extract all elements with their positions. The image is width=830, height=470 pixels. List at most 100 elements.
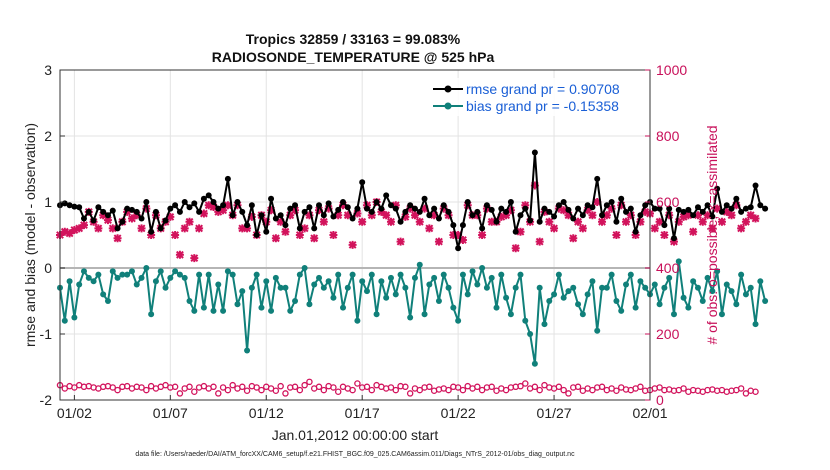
point-possible	[253, 384, 260, 391]
point-rmse	[325, 200, 332, 207]
point-rmse	[272, 215, 279, 222]
point-rmse	[80, 215, 87, 222]
point-assimilated	[406, 204, 415, 213]
point-assimilated	[631, 231, 640, 239]
point-rmse	[685, 206, 692, 213]
point-assimilated	[310, 234, 319, 243]
point-possible	[474, 383, 481, 391]
point-rmse	[320, 212, 327, 219]
x-tick-label: 01/27	[537, 405, 572, 421]
point-assimilated	[583, 206, 592, 215]
point-bias	[172, 268, 179, 275]
point-rmse	[349, 215, 356, 222]
point-rmse	[579, 212, 586, 219]
point-assimilated	[578, 224, 587, 233]
point-bias	[220, 307, 227, 314]
plot-frame	[59, 69, 651, 401]
point-rmse	[541, 205, 548, 212]
point-bias	[71, 314, 78, 321]
point-bias	[378, 278, 385, 285]
point-possible	[330, 384, 337, 391]
point-bias	[450, 304, 457, 311]
point-assimilated	[233, 201, 242, 210]
point-bias	[363, 288, 370, 295]
point-bias	[311, 281, 318, 288]
point-rmse	[196, 208, 203, 215]
point-rmse	[464, 199, 471, 205]
point-bias	[517, 271, 524, 278]
series-possible	[56, 378, 759, 397]
point-rmse	[738, 208, 745, 215]
right-tick-label: 400	[656, 260, 680, 276]
point-rmse	[114, 225, 121, 232]
point-bias	[738, 271, 745, 278]
point-assimilated	[602, 211, 611, 220]
point-possible	[143, 386, 150, 394]
point-possible	[598, 383, 606, 391]
point-assimilated	[319, 217, 328, 226]
point-rmse	[397, 218, 404, 225]
point-bias	[138, 274, 145, 281]
left-tick-label: 1	[44, 194, 52, 210]
point-bias	[599, 284, 606, 291]
point-rmse	[762, 205, 769, 212]
point-rmse	[392, 205, 399, 212]
point-assimilated	[569, 234, 578, 243]
point-rmse	[474, 208, 481, 215]
point-assimilated	[449, 231, 458, 239]
point-rmse	[627, 205, 634, 212]
series-assimilated	[56, 181, 760, 263]
point-rmse	[306, 204, 313, 211]
point-possible	[306, 378, 313, 386]
point-bias	[100, 291, 107, 298]
point-bias	[699, 298, 706, 304]
point-rmse	[503, 208, 510, 215]
point-rmse	[670, 235, 677, 242]
point-rmse	[507, 199, 514, 205]
point-bias	[483, 284, 490, 291]
point-possible	[680, 385, 687, 392]
point-bias	[296, 271, 303, 278]
point-rmse	[138, 215, 145, 222]
point-bias	[431, 274, 438, 281]
point-rmse	[373, 199, 380, 205]
point-rmse	[354, 205, 361, 212]
point-bias	[459, 271, 466, 278]
point-bias	[325, 278, 332, 285]
point-assimilated	[622, 217, 631, 226]
point-bias	[546, 298, 553, 304]
left-tick-label: 2	[44, 128, 52, 144]
point-bias	[224, 268, 231, 275]
point-rmse	[205, 192, 212, 199]
point-bias	[80, 268, 87, 275]
point-assimilated	[751, 214, 760, 223]
point-assimilated	[478, 231, 487, 239]
point-possible	[349, 386, 356, 394]
point-bias	[354, 317, 361, 324]
point-bias	[152, 278, 159, 285]
point-rmse	[718, 208, 725, 215]
series-rmse	[57, 149, 769, 252]
point-assimilated	[559, 206, 568, 215]
point-bias	[387, 274, 394, 281]
point-rmse	[512, 228, 519, 235]
point-bias	[114, 274, 121, 281]
point-bias	[330, 294, 337, 301]
point-bias	[661, 284, 668, 291]
point-rmse	[239, 208, 246, 215]
point-bias	[656, 301, 663, 308]
point-assimilated	[535, 237, 544, 246]
point-bias	[66, 278, 73, 285]
point-assimilated	[506, 206, 515, 215]
point-bias	[416, 261, 423, 268]
point-rmse	[421, 195, 428, 202]
point-assimilated	[655, 217, 664, 226]
point-bias	[503, 294, 510, 301]
point-assimilated	[353, 209, 362, 218]
point-bias	[608, 271, 615, 278]
point-possible	[565, 390, 572, 397]
point-possible	[522, 380, 529, 387]
point-bias	[392, 291, 399, 298]
x-tick-label: 01/12	[249, 405, 284, 421]
point-rmse	[546, 208, 553, 215]
